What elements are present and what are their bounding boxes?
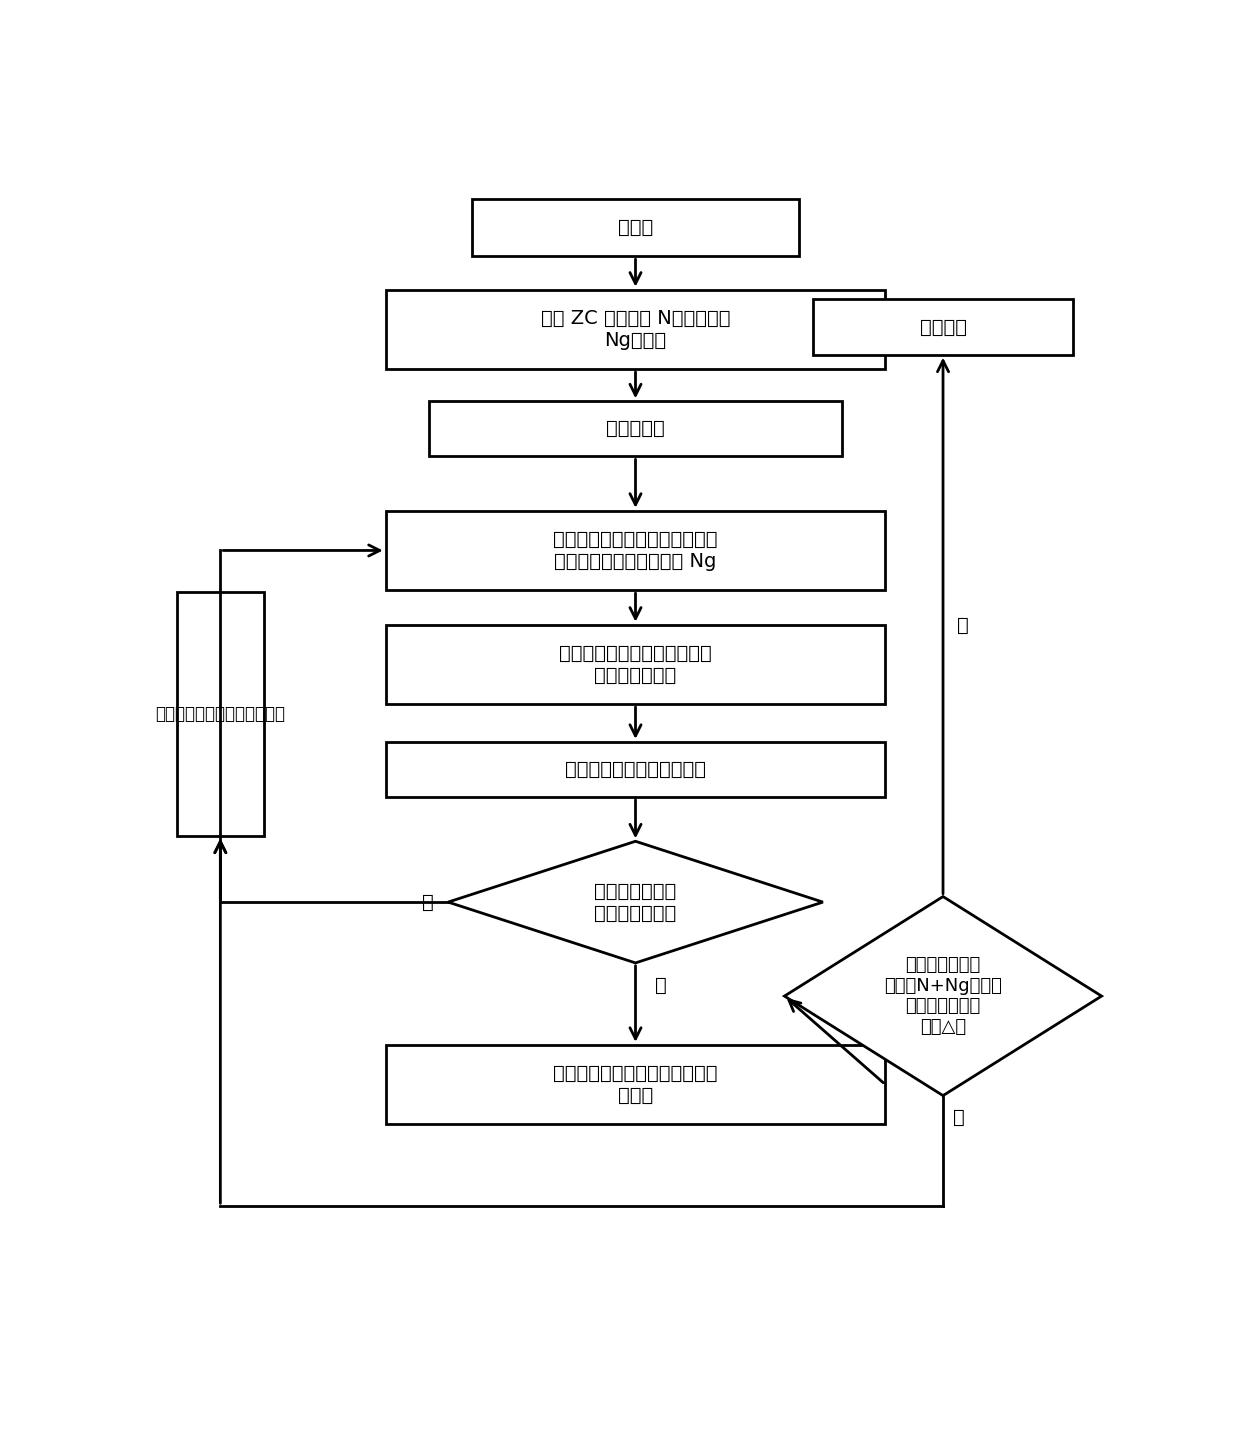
Polygon shape xyxy=(448,841,823,964)
Bar xyxy=(177,593,264,836)
Bar xyxy=(386,511,885,590)
Text: 分别选取其中最大的峰值并定位
其位置: 分别选取其中最大的峰值并定位 其位置 xyxy=(553,1064,718,1106)
Text: 对相关运算结果归一化处理: 对相关运算结果归一化处理 xyxy=(565,760,706,778)
Text: 结果中是否存在
大于阈值的峰？: 结果中是否存在 大于阈值的峰？ xyxy=(594,882,677,922)
Text: 设计同步包: 设计同步包 xyxy=(606,419,665,438)
Text: 采集信号，以两个时间窗截取信
号，时间窗之间的间隔为 Ng: 采集信号，以两个时间窗截取信 号，时间窗之间的间隔为 Ng xyxy=(553,530,718,572)
Text: 否: 否 xyxy=(422,893,434,912)
Text: 设置 ZC 序列长度 N、保护间隔
Ng等参数: 设置 ZC 序列长度 N、保护间隔 Ng等参数 xyxy=(541,309,730,350)
Bar xyxy=(813,300,1073,355)
Bar xyxy=(386,625,885,704)
Text: 是: 是 xyxy=(957,616,970,635)
Bar xyxy=(386,1045,885,1124)
Text: 否: 否 xyxy=(952,1109,965,1127)
Text: 两个峰值之间的
距离与N+Ng的差是
否在容许的误差
范围△内: 两个峰值之间的 距离与N+Ng的差是 否在容许的误差 范围△内 xyxy=(884,956,1002,1037)
Bar xyxy=(386,290,885,369)
Bar xyxy=(472,198,799,257)
Text: 初始化: 初始化 xyxy=(618,218,653,237)
Text: 同步完成: 同步完成 xyxy=(920,317,966,336)
Text: 是: 是 xyxy=(655,975,666,995)
Text: 将两段截取的信号与本地信号
分别做相关运算: 将两段截取的信号与本地信号 分别做相关运算 xyxy=(559,643,712,685)
Bar xyxy=(386,742,885,797)
Text: 时间窗位置向后移动一个单位: 时间窗位置向后移动一个单位 xyxy=(155,705,285,724)
Polygon shape xyxy=(785,896,1101,1096)
Bar xyxy=(429,401,842,457)
